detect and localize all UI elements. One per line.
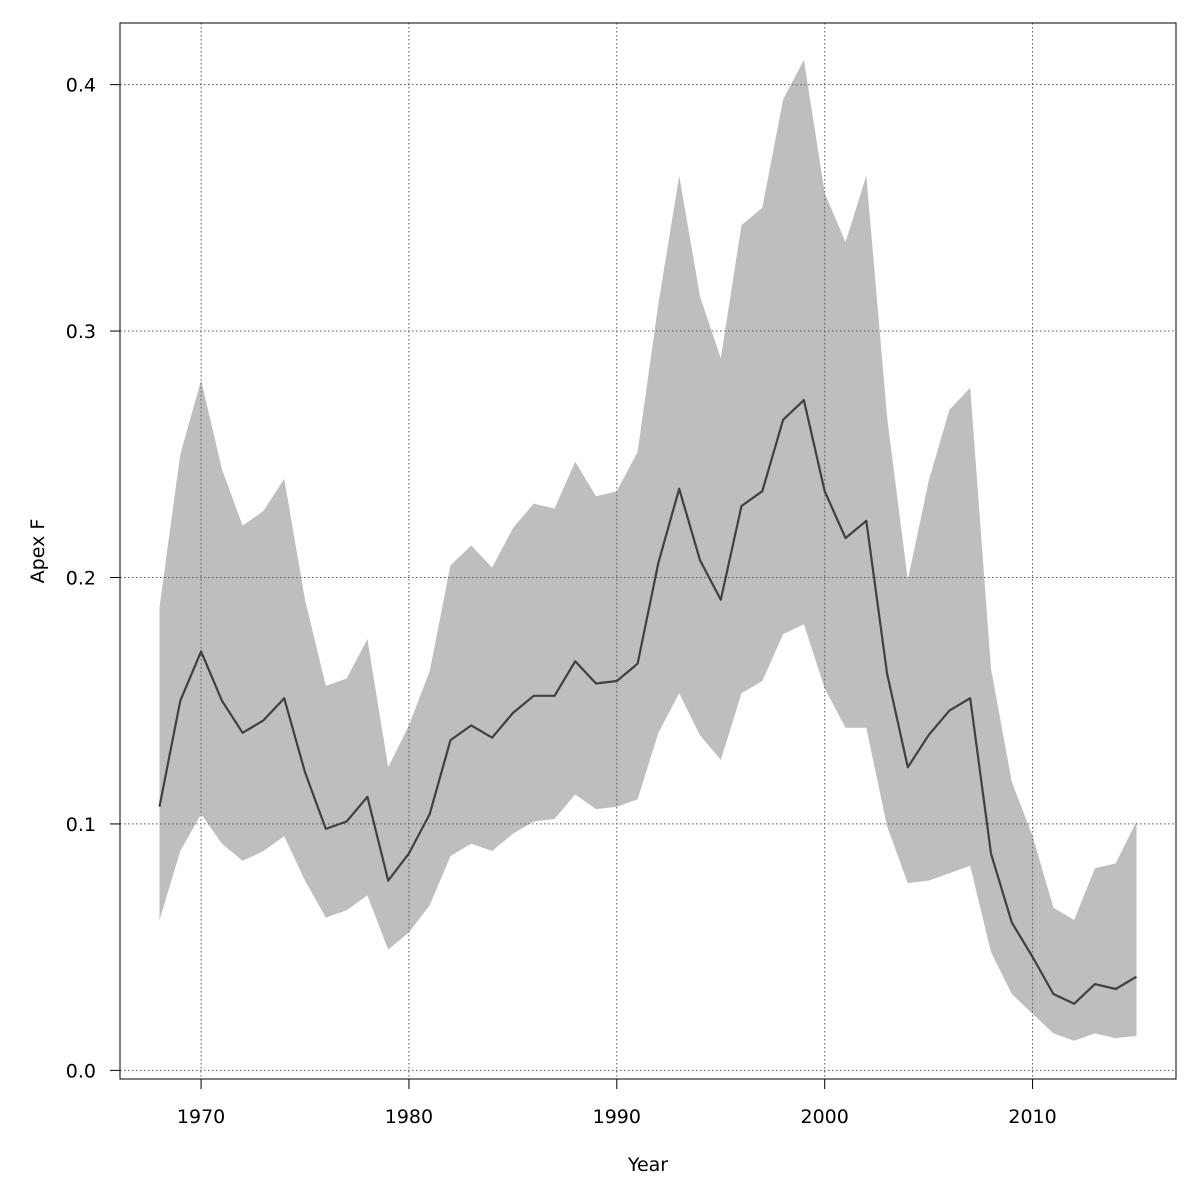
- plot-frame: [119, 22, 1177, 1080]
- y-tick-label-0.3: 0.3: [66, 321, 96, 343]
- y-tick-label-0.4: 0.4: [66, 75, 96, 97]
- grid-layer: [120, 23, 1176, 1079]
- y-tick-label-0.2: 0.2: [66, 567, 96, 589]
- x-tick-label-1990: 1990: [593, 1106, 641, 1128]
- y-tick-label-0.0: 0.0: [66, 1060, 96, 1082]
- x-tick-label-1980: 1980: [385, 1106, 433, 1128]
- confidence-band-layer: [159, 60, 1137, 1041]
- y-tick-label-0.1: 0.1: [66, 814, 96, 836]
- y-axis-title: Apex F: [27, 519, 49, 584]
- x-axis: 1970 1980 1990 2000 2010: [177, 1079, 1057, 1128]
- series-line-layer: [158, 399, 1138, 1005]
- confidence-band: [159, 60, 1137, 1041]
- y-axis: 0.0 0.1 0.2 0.3 0.4: [66, 75, 120, 1082]
- x-tick-label-2010: 2010: [1008, 1106, 1056, 1128]
- apex-f-line: [158, 399, 1138, 1005]
- x-axis-title: Year: [627, 1154, 668, 1176]
- x-tick-label-1970: 1970: [177, 1106, 225, 1128]
- x-tick-label-2000: 2000: [801, 1106, 849, 1128]
